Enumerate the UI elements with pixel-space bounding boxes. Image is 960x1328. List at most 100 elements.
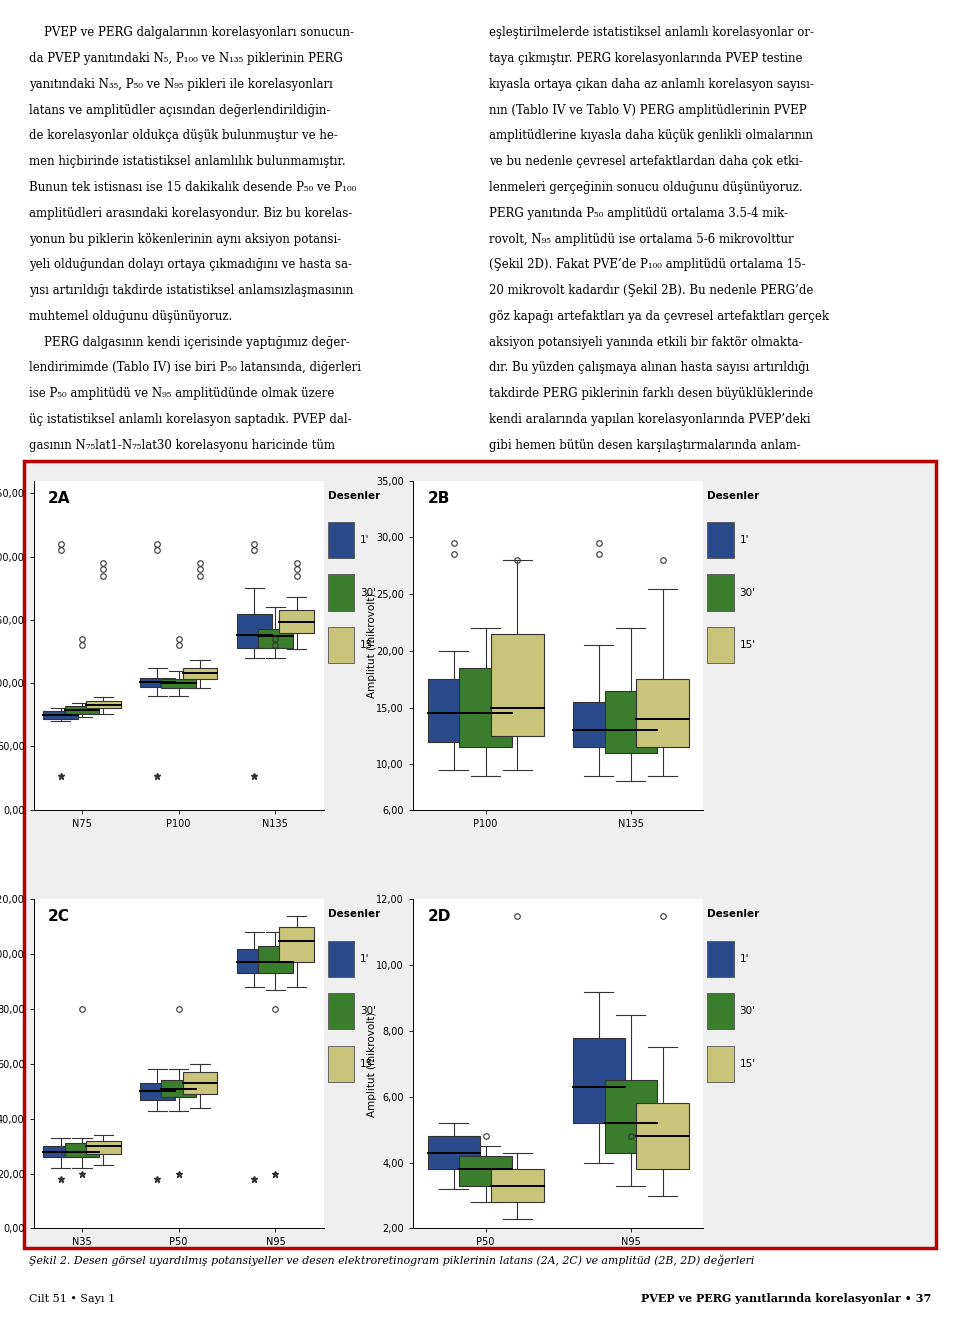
Bar <box>327 940 354 976</box>
Text: latans ve amplitüdler açısından değerlendirildiğin-: latans ve amplitüdler açısından değerlen… <box>29 104 330 117</box>
Text: 2A: 2A <box>48 490 71 506</box>
Y-axis label: Amplitut (mikrovolt): Amplitut (mikrovolt) <box>367 1011 377 1117</box>
Bar <box>279 927 314 963</box>
Text: da PVEP yanıtındaki N₅, P₁₀₀ ve N₁₃₅ piklerinin PERG: da PVEP yanıtındaki N₅, P₁₀₀ ve N₁₃₅ pik… <box>29 52 343 65</box>
Text: yonun bu piklerin kökenlerinin aynı aksiyon potansi-: yonun bu piklerin kökenlerinin aynı aksi… <box>29 232 341 246</box>
Bar <box>492 633 543 736</box>
Bar <box>85 1141 121 1154</box>
Text: 15': 15' <box>739 1058 756 1069</box>
Text: lenmeleri gerçeğinin sonucu olduğunu düşünüyoruz.: lenmeleri gerçeğinin sonucu olduğunu düş… <box>489 181 803 194</box>
Text: PERG yanıtında P₅₀ amplitüdü ortalama 3.5-4 mik-: PERG yanıtında P₅₀ amplitüdü ortalama 3.… <box>489 207 788 219</box>
Text: PVEP ve PERG dalgalarının korelasyonları sonucun-: PVEP ve PERG dalgalarının korelasyonları… <box>29 27 354 40</box>
Text: 15': 15' <box>360 1058 376 1069</box>
Text: muhtemel olduğunu düşünüyoruz.: muhtemel olduğunu düşünüyoruz. <box>29 309 232 323</box>
Bar <box>140 679 175 687</box>
Text: dır. Bu yüzden çalışmaya alınan hasta sayısı artırıldığı: dır. Bu yüzden çalışmaya alınan hasta sa… <box>489 361 809 374</box>
Bar <box>327 1046 354 1082</box>
Text: PERG dalgasının kendi içerisinde yaptığımız değer-: PERG dalgasının kendi içerisinde yaptığı… <box>29 336 349 349</box>
Text: üç istatistiksel anlamlı korelasyon saptadık. PVEP dal-: üç istatistiksel anlamlı korelasyon sapt… <box>29 413 351 426</box>
Text: ve bu nedenle çevresel artefaktlardan daha çok etki-: ve bu nedenle çevresel artefaktlardan da… <box>489 155 803 169</box>
Bar <box>258 628 293 648</box>
Text: nın (Tablo IV ve Tablo V) PERG amplitüdlerinin PVEP: nın (Tablo IV ve Tablo V) PERG amplitüdl… <box>489 104 806 117</box>
Text: men hiçbirinde istatistiksel anlamlılık bulunmamıştır.: men hiçbirinde istatistiksel anlamlılık … <box>29 155 346 169</box>
Text: amplitüdleri arasındaki korelasyondur. Biz bu korelas-: amplitüdleri arasındaki korelasyondur. B… <box>29 207 352 219</box>
Text: 15': 15' <box>739 640 756 651</box>
Text: 1': 1' <box>739 535 749 544</box>
Bar <box>43 710 78 718</box>
Bar <box>707 575 733 611</box>
Bar <box>707 522 733 558</box>
Text: gasının N₇₅lat1-N₇₅lat30 korelasyonu haricinde tüm: gasının N₇₅lat1-N₇₅lat30 korelasyonu har… <box>29 438 335 452</box>
Bar <box>279 610 314 632</box>
Bar <box>707 993 733 1029</box>
Bar <box>460 668 512 748</box>
Text: yısı artırıldığı takdirde istatistiksel anlamsızlaşmasının: yısı artırıldığı takdirde istatistiksel … <box>29 284 353 297</box>
Text: gibi hemen bütün desen karşılaştırmalarında anlam-: gibi hemen bütün desen karşılaştırmaları… <box>489 438 801 452</box>
Text: Bunun tek istisnası ise 15 dakikalık desende P₅₀ ve P₁₀₀: Bunun tek istisnası ise 15 dakikalık des… <box>29 181 356 194</box>
Bar <box>605 1081 657 1153</box>
Text: takdirde PERG piklerinin farklı desen büyüklüklerinde: takdirde PERG piklerinin farklı desen bü… <box>489 388 813 400</box>
Text: 1': 1' <box>360 535 370 544</box>
Bar <box>327 993 354 1029</box>
Text: 1': 1' <box>739 954 749 964</box>
Bar <box>85 701 121 708</box>
Bar <box>707 627 733 663</box>
Y-axis label: Amplitut (mikrovolt): Amplitut (mikrovolt) <box>367 592 377 699</box>
Bar <box>327 522 354 558</box>
Bar <box>492 1169 543 1202</box>
Bar <box>64 1143 100 1157</box>
Text: Desenler: Desenler <box>707 490 759 501</box>
Text: de korelasyonlar oldukça düşük bulunmuştur ve he-: de korelasyonlar oldukça düşük bulunmuşt… <box>29 129 338 142</box>
Text: eşleştirilmelerde istatistiksel anlamlı korelasyonlar or-: eşleştirilmelerde istatistiksel anlamlı … <box>489 27 814 40</box>
Bar <box>327 575 354 611</box>
Bar <box>161 680 196 688</box>
Bar <box>707 940 733 976</box>
Bar <box>237 948 272 973</box>
Text: kıyasla ortaya çıkan daha az anlamlı korelasyon sayısı-: kıyasla ortaya çıkan daha az anlamlı kor… <box>489 78 814 90</box>
Text: Desenler: Desenler <box>327 910 380 919</box>
Bar <box>427 679 480 741</box>
Bar <box>605 691 657 753</box>
Text: ise P₅₀ amplitüdü ve N₉₅ amplitüdünde olmak üzere: ise P₅₀ amplitüdü ve N₉₅ amplitüdünde ol… <box>29 388 334 400</box>
Text: Şekil 2. Desen görsel uyardılmış potansiyeller ve desen elektroretinogram pikler: Şekil 2. Desen görsel uyardılmış potansi… <box>29 1255 755 1266</box>
Text: 30': 30' <box>739 1007 756 1016</box>
Text: kendi aralarında yapılan korelasyonlarında PVEP’deki: kendi aralarında yapılan korelasyonların… <box>489 413 810 426</box>
Bar <box>572 1037 625 1123</box>
Text: Cilt 51 • Sayı 1: Cilt 51 • Sayı 1 <box>29 1293 115 1304</box>
Bar <box>182 668 217 680</box>
Bar <box>636 1104 688 1169</box>
Bar <box>258 946 293 973</box>
Bar <box>427 1137 480 1169</box>
Text: göz kapağı artefaktları ya da çevresel artefaktları gerçek: göz kapağı artefaktları ya da çevresel a… <box>489 309 829 323</box>
Text: PVEP ve PERG yanıtlarında korelasyonlar • 37: PVEP ve PERG yanıtlarında korelasyonlar … <box>641 1293 931 1304</box>
Text: 30': 30' <box>360 587 376 598</box>
Text: Desenler: Desenler <box>707 910 759 919</box>
Bar <box>161 1081 196 1097</box>
Text: 30': 30' <box>739 587 756 598</box>
Text: 2C: 2C <box>48 910 70 924</box>
Bar <box>460 1157 512 1186</box>
Text: lendirimimde (Tablo IV) ise biri P₅₀ latansında, diğerleri: lendirimimde (Tablo IV) ise biri P₅₀ lat… <box>29 361 361 374</box>
Text: 15': 15' <box>360 640 376 651</box>
Bar <box>707 1046 733 1082</box>
Text: 30': 30' <box>360 1007 376 1016</box>
Bar <box>237 614 272 648</box>
Text: taya çıkmıştır. PERG korelasyonlarında PVEP testine: taya çıkmıştır. PERG korelasyonlarında P… <box>489 52 803 65</box>
Text: aksiyon potansiyeli yanında etkili bir faktör olmakta-: aksiyon potansiyeli yanında etkili bir f… <box>489 336 803 349</box>
Text: 20 mikrovolt kadardır (Şekil 2B). Bu nedenle PERG’de: 20 mikrovolt kadardır (Şekil 2B). Bu ned… <box>489 284 813 297</box>
Text: 2B: 2B <box>427 490 450 506</box>
Text: 2D: 2D <box>427 910 451 924</box>
Text: (Şekil 2D). Fakat PVE’de P₁₀₀ amplitüdü ortalama 15-: (Şekil 2D). Fakat PVE’de P₁₀₀ amplitüdü … <box>489 259 805 271</box>
Bar <box>327 627 354 663</box>
Text: yanıtındaki N₃₅, P₅₀ ve N₉₅ pikleri ile korelasyonları: yanıtındaki N₃₅, P₅₀ ve N₉₅ pikleri ile … <box>29 78 332 90</box>
Bar <box>140 1084 175 1100</box>
Text: amplitüdlerine kıyasla daha küçük genlikli olmalarının: amplitüdlerine kıyasla daha küçük genlik… <box>489 129 813 142</box>
Bar <box>43 1146 78 1157</box>
Bar <box>182 1072 217 1094</box>
Bar <box>572 703 625 748</box>
Text: rovolt, N₉₅ amplitüdü ise ortalama 5-6 mikrovolttur: rovolt, N₉₅ amplitüdü ise ortalama 5-6 m… <box>489 232 794 246</box>
Text: 1': 1' <box>360 954 370 964</box>
Text: yeli olduğundan dolayı ortaya çıkmadığını ve hasta sa-: yeli olduğundan dolayı ortaya çıkmadığın… <box>29 259 351 271</box>
Bar <box>64 706 100 713</box>
Text: Desenler: Desenler <box>327 490 380 501</box>
